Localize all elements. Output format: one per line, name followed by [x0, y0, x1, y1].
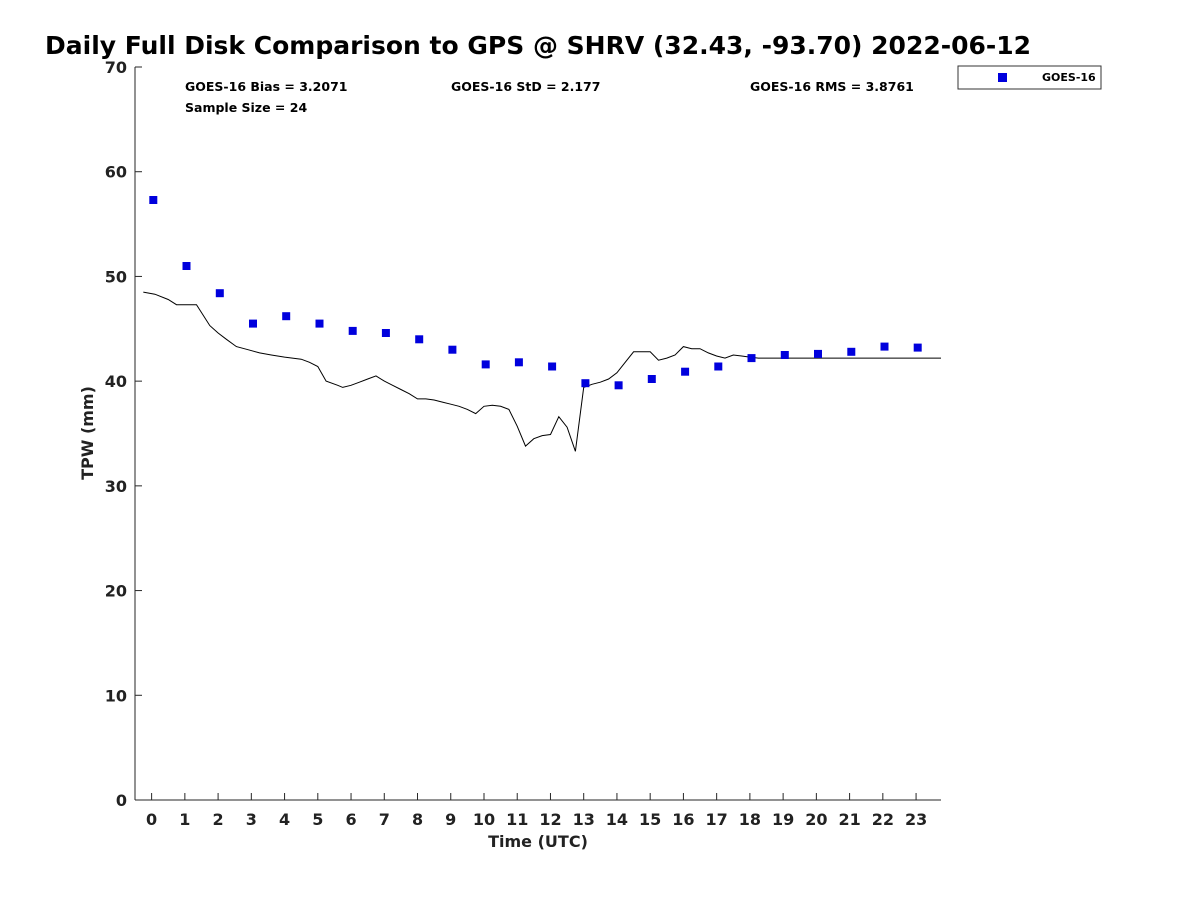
x-tick-label: 14 [606, 810, 628, 829]
plot-area: 0 1 2 3 4 5 6 7 8 9 10 11 12 13 14 15 16 17 18 19 20 21 22 23 0… [105, 58, 941, 829]
y-tick-label: 30 [105, 477, 127, 496]
x-tick-label: 7 [379, 810, 390, 829]
legend-box [957, 65, 1102, 90]
goes16-point [681, 367, 690, 376]
x-tick-label: 21 [838, 810, 860, 829]
x-tick-label: 8 [412, 810, 423, 829]
x-tick-label: 13 [573, 810, 595, 829]
x-tick-label: 9 [445, 810, 456, 829]
y-ticks: 0 10 20 30 40 50 60 70 [105, 58, 142, 810]
goes16-point [348, 326, 357, 335]
gps-line [143, 291, 941, 452]
goes16-point [448, 345, 457, 354]
rms-stat: GOES-16 RMS = 3.8761 [750, 79, 914, 94]
x-tick-label: 4 [279, 810, 290, 829]
y-tick-label: 0 [116, 791, 127, 810]
x-tick-label: 2 [213, 810, 224, 829]
goes16-point [747, 354, 756, 363]
goes16-point [215, 289, 224, 298]
y-tick-label: 70 [105, 58, 127, 77]
goes16-point [880, 342, 889, 351]
goes16-point [481, 360, 490, 369]
goes16-point [381, 329, 390, 337]
goes16-point [514, 358, 523, 367]
legend-marker-goes16 [998, 73, 1007, 82]
gps-line-layer [143, 291, 941, 452]
legend-label-goes16: GOES-16 [1042, 71, 1096, 84]
x-tick-label: 17 [706, 810, 728, 829]
goes16-point [249, 319, 257, 328]
goes16-point [714, 362, 723, 371]
x-tick-label: 3 [246, 810, 257, 829]
x-tick-label: 23 [905, 810, 927, 829]
y-tick-label: 50 [105, 267, 127, 286]
goes16-point [780, 351, 789, 359]
x-tick-label: 15 [639, 810, 661, 829]
chart-title: Daily Full Disk Comparison to GPS @ SHRV… [45, 31, 1031, 60]
goes16-point [548, 362, 557, 371]
legend: GOES-16 [957, 65, 1102, 90]
x-tick-label: 0 [146, 810, 157, 829]
x-axis-label: Time (UTC) [488, 832, 588, 851]
y-tick-label: 20 [105, 582, 127, 601]
goes16-point [913, 343, 922, 352]
goes16-point [149, 196, 158, 204]
goes16-point [614, 381, 623, 390]
goes16-point [647, 375, 656, 383]
goes16-point [847, 347, 856, 356]
std-stat: GOES-16 StD = 2.177 [451, 79, 600, 94]
x-tick-label: 12 [539, 810, 561, 829]
goes16-point [182, 262, 191, 270]
sample-size-stat: Sample Size = 24 [185, 100, 307, 115]
x-tick-label: 1 [179, 810, 190, 829]
x-ticks: 0 1 2 3 4 5 6 7 8 9 10 11 12 13 14 15 16 17 18 19 20 21 22 23 [146, 793, 927, 829]
goes16-point [415, 335, 424, 344]
x-tick-label: 20 [805, 810, 827, 829]
goes16-points [149, 196, 922, 390]
x-tick-label: 22 [872, 810, 894, 829]
bias-stat: GOES-16 Bias = 3.2071 [185, 79, 347, 94]
goes16-point [814, 349, 822, 358]
x-tick-label: 11 [506, 810, 528, 829]
x-tick-label: 19 [772, 810, 794, 829]
y-axis-label: TPW (mm) [78, 386, 97, 480]
x-tick-label: 16 [672, 810, 694, 829]
x-tick-label: 6 [345, 810, 356, 829]
y-tick-label: 10 [105, 686, 127, 705]
y-tick-label: 60 [105, 163, 127, 182]
y-tick-label: 40 [105, 372, 127, 391]
goes16-point [282, 312, 291, 321]
x-tick-label: 10 [473, 810, 495, 829]
x-tick-label: 18 [739, 810, 761, 829]
x-tick-label: 5 [312, 810, 323, 829]
goes16-point [315, 319, 324, 328]
goes16-point [581, 379, 590, 388]
